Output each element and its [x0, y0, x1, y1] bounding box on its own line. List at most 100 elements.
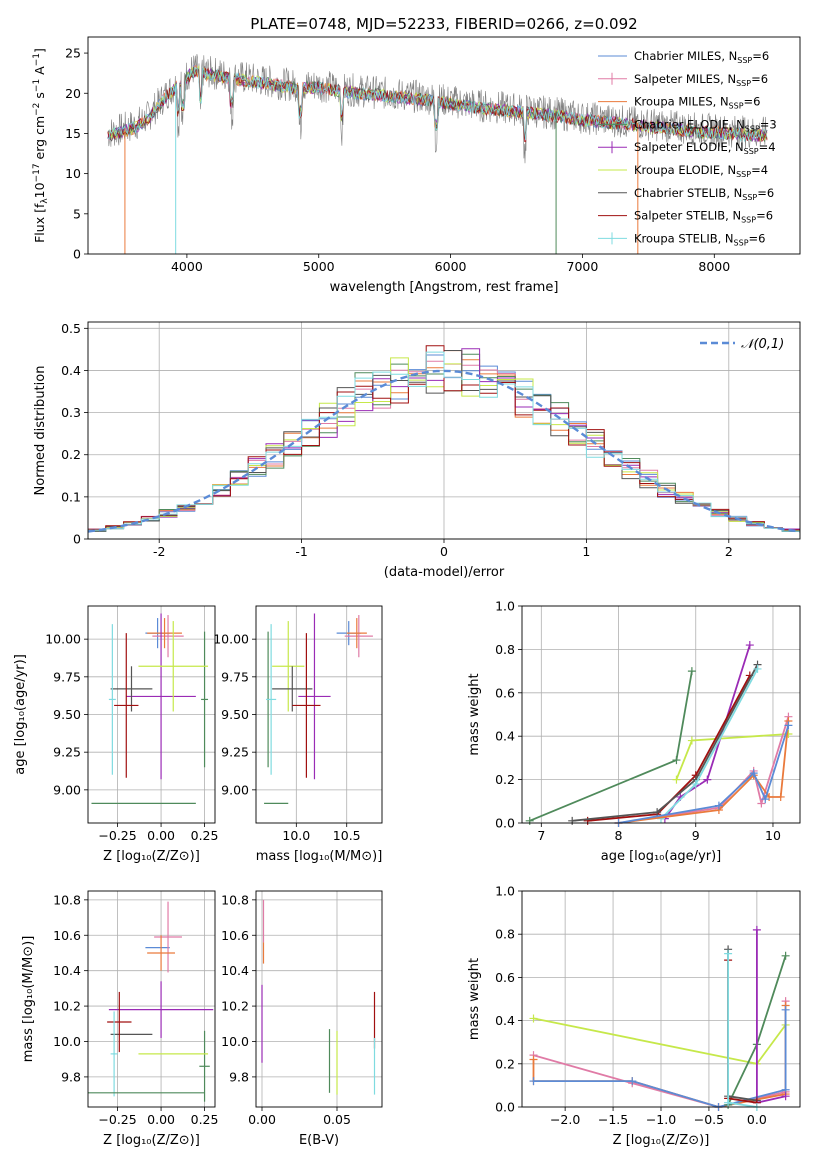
y-tick-label: 0.1: [61, 489, 81, 504]
y-tick-label: 10.4: [53, 963, 81, 978]
axes-weight_vs_Z: −2.0 −1.5 −1.0 −0.5 0.0 0.0 0.2 0.4 0.6 0.8 1.0 Z […: [467, 884, 800, 1148]
weight-point: [724, 1098, 733, 1107]
weight-series-line: [533, 1009, 787, 1107]
x-tick-label: -1: [295, 544, 307, 559]
x-tick-label: 9: [692, 828, 700, 843]
weight-point: [583, 816, 592, 825]
y-tick-label: 0.8: [495, 927, 515, 942]
y-tick-label: 0: [73, 247, 81, 262]
errorbar-point: [201, 631, 209, 768]
errorbar-point: [272, 666, 313, 712]
weight-point: [525, 816, 534, 825]
errorbar-point: [107, 991, 132, 1053]
x-tick-label: 0: [440, 544, 448, 559]
spectrum-legend: Chabrier MILES, NSSP=6 Salpeter MILES, NS…: [598, 49, 777, 247]
y-tick-label: 25: [65, 46, 81, 61]
x-tick-label: -2: [153, 544, 165, 559]
x-tick-label: 10: [765, 828, 781, 843]
errorbar-point: [272, 621, 305, 712]
errorbar-point: [147, 935, 175, 971]
y-tick-label: 9.50: [53, 707, 81, 722]
x-tick-label: 6000: [435, 259, 467, 274]
y-tick-label: 0.4: [495, 1013, 515, 1028]
y-tick-label: 10.2: [221, 999, 249, 1014]
weight-series-line: [618, 720, 790, 823]
weight-point: [757, 799, 766, 808]
weight-point: [529, 1055, 538, 1064]
legend-label: Kroupa STELIB, NSSP=6: [634, 231, 765, 247]
y-tick-label: 1.0: [495, 599, 515, 614]
legend-label: Chabrier MILES, NSSP=6: [634, 49, 769, 65]
y-tick-label: 9.50: [221, 707, 249, 722]
errorbar-point: [108, 981, 214, 1038]
y-tick-label: 0.4: [61, 363, 81, 378]
axes-frame: [87, 605, 216, 824]
weight-series-line: [572, 664, 759, 822]
axes-mass_vs_Z: −0.25 0.00 0.25 9.8 10.0 10.2 10.4 10.6 10.8 Z [l…: [21, 891, 218, 1148]
errorbar-point: [138, 621, 209, 712]
x-tick-label: −0.25: [98, 828, 136, 843]
errorbar-point: [147, 618, 182, 649]
y-tick-label: 0.2: [61, 447, 81, 462]
x-tick-label: 0.25: [191, 828, 219, 843]
axes-frame: [521, 890, 801, 1108]
y-tick-label: 5: [73, 206, 81, 221]
y-axis-label: mass weight: [467, 673, 482, 755]
y-tick-label: 10.0: [53, 1034, 81, 1049]
weight-series-line: [533, 1001, 787, 1107]
errorbar-point: [199, 1030, 210, 1102]
weight-point: [628, 1077, 637, 1086]
weight-series-line: [529, 670, 693, 822]
errorbar-point: [114, 633, 139, 778]
y-tick-label: 0.6: [495, 970, 515, 985]
y-tick-label: 10.6: [221, 928, 249, 943]
weight-point: [687, 667, 696, 676]
weight-point: [749, 769, 758, 778]
axes-age_vs_mass: 10.0 10.5 9.00 9.25 9.50 9.75 10.00 mass [log₁₀…: [213, 606, 382, 864]
axes-frame: [521, 605, 801, 824]
errorbar-point: [344, 615, 373, 658]
legend-label: Kroupa ELODIE, NSSP=4: [634, 163, 768, 179]
axes-residuals: -2 -1 0 1 2 0 0.1 0.2 0.3 0.4 0.5 (data-model)/erro…: [33, 321, 800, 580]
x-tick-label: 8000: [698, 259, 730, 274]
y-tick-label: 9.00: [221, 782, 249, 797]
axes-frame: [87, 321, 801, 540]
y-tick-label: 10.4: [221, 963, 249, 978]
weight-point: [781, 951, 790, 960]
axes-weight_vs_age: 7 8 9 10 0.0 0.2 0.4 0.6 0.8 1.0 age [log₁₀(age/yr…: [467, 599, 800, 864]
x-axis-label: (data-model)/error: [384, 565, 505, 580]
errorbar-point: [266, 624, 277, 775]
y-tick-label: 0.0: [495, 816, 515, 831]
y-tick-label: 0.2: [495, 1056, 515, 1071]
figure-title: PLATE=0748, MJD=52233, FIBERID=0266, z=0…: [250, 15, 637, 33]
y-tick-label: 10.00: [45, 632, 81, 647]
errorbar-point: [126, 613, 196, 780]
y-tick-label: 10: [65, 166, 81, 181]
errorbar-point: [152, 615, 184, 658]
weight-point: [753, 664, 762, 673]
x-tick-label: −0.25: [98, 1112, 136, 1127]
y-tick-label: 10.0: [221, 1034, 249, 1049]
legend-label: Chabrier ELODIE, NSSP=3: [634, 117, 777, 133]
legend-label: Chabrier STELIB, NSSP=6: [634, 186, 774, 202]
errorbar-point: [154, 901, 182, 973]
y-tick-label: 9.8: [229, 1069, 249, 1084]
x-tick-label: −1.0: [646, 1112, 676, 1127]
y-tick-label: 0.5: [61, 321, 81, 336]
legend-label: 𝒩(0,1): [741, 337, 784, 352]
axes-frame: [87, 36, 801, 255]
weight-point: [672, 775, 681, 784]
y-tick-label: 9.00: [53, 782, 81, 797]
errorbar-point: [108, 624, 116, 775]
errorbar-point: [346, 618, 367, 649]
weight-point: [691, 779, 700, 788]
y-axis-label: Normed distribution: [33, 366, 48, 496]
weight-point: [761, 795, 770, 804]
y-tick-label: 9.75: [221, 669, 249, 684]
legend-label: Salpeter MILES, NSSP=6: [634, 72, 768, 88]
x-tick-label: 0.05: [323, 1112, 351, 1127]
y-axis-label: Flux [fλ10−17 erg cm−2 s−1 A−1]: [32, 48, 50, 243]
y-tick-label: 0.0: [495, 1100, 515, 1115]
legend-label: Salpeter STELIB, NSSP=6: [634, 209, 773, 225]
weight-point: [781, 1092, 790, 1101]
